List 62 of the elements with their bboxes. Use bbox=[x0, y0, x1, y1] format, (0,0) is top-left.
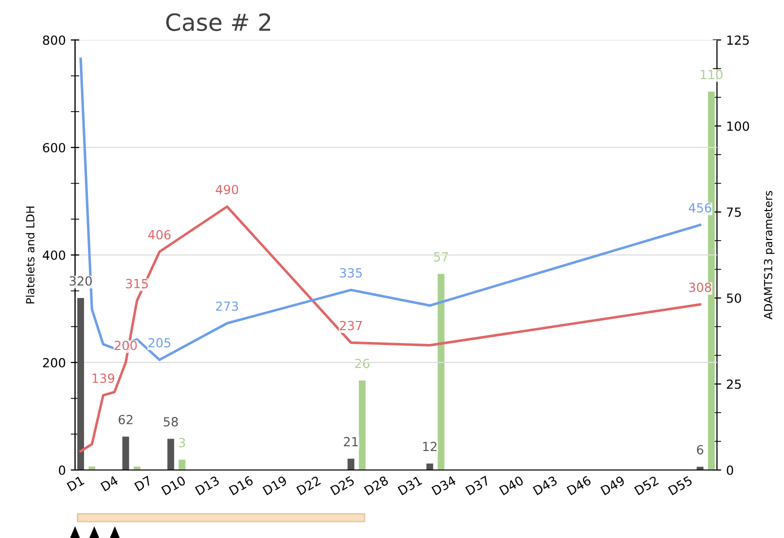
y-axis-title: Platelets and LDH bbox=[26, 206, 34, 304]
data-label: 237 bbox=[340, 320, 362, 330]
x-tick-label: D37 bbox=[465, 476, 490, 496]
bar bbox=[178, 460, 186, 470]
y-tick-label: 600 bbox=[43, 142, 66, 152]
data-label: 139 bbox=[92, 374, 114, 383]
y2-tick-label: 100 bbox=[727, 121, 750, 131]
data-label: 406 bbox=[148, 230, 171, 240]
x-tick-label: D46 bbox=[566, 475, 592, 496]
x-tick-label: D16 bbox=[228, 475, 254, 496]
data-label: 62 bbox=[118, 414, 132, 424]
bar bbox=[167, 438, 174, 470]
y2-tick-label: 0 bbox=[726, 465, 734, 475]
bar bbox=[134, 466, 140, 470]
data-label: 200 bbox=[114, 340, 137, 350]
bar bbox=[438, 274, 444, 470]
x-tick-label: D31 bbox=[398, 476, 422, 496]
x-tick-label: D22 bbox=[296, 476, 321, 496]
y-tick-label: 800 bbox=[42, 35, 66, 45]
x-tick-label: D40 bbox=[498, 475, 524, 496]
data-label: 58 bbox=[164, 417, 178, 426]
x-tick-label: D1 bbox=[66, 476, 84, 492]
y-tick-label: 0 bbox=[58, 465, 66, 475]
bar bbox=[426, 464, 434, 470]
data-label: 273 bbox=[216, 301, 238, 311]
data-label: 21 bbox=[344, 436, 358, 446]
data-label: 3 bbox=[178, 438, 185, 448]
data-label: 456 bbox=[688, 203, 712, 213]
data-label: 205 bbox=[148, 338, 170, 348]
x-tick-label: D10 bbox=[161, 475, 186, 496]
x-tick-label: D13 bbox=[194, 476, 220, 496]
y-tick-label: 400 bbox=[42, 250, 66, 260]
data-label: 490 bbox=[216, 184, 238, 194]
x-tick-label: D43 bbox=[532, 476, 558, 496]
bar bbox=[348, 458, 354, 470]
data-label: 110 bbox=[700, 70, 722, 80]
chart-title: Case # 2 bbox=[166, 13, 270, 32]
data-label: 308 bbox=[689, 282, 712, 292]
x-tick-label: D34 bbox=[431, 475, 457, 496]
bar bbox=[122, 436, 130, 470]
data-label: 335 bbox=[340, 268, 362, 278]
data-label: 315 bbox=[126, 278, 148, 288]
x-tick-label: D19 bbox=[262, 475, 288, 496]
bar bbox=[88, 466, 96, 470]
x-tick-label: D25 bbox=[330, 476, 355, 496]
y2-tick-label: 25 bbox=[726, 379, 741, 389]
bar bbox=[77, 298, 84, 470]
data-label: 6 bbox=[696, 444, 704, 454]
x-tick-label: D4 bbox=[100, 476, 119, 492]
data-label: 12 bbox=[423, 442, 436, 452]
y-tick-label: 200 bbox=[43, 358, 66, 368]
x-tick-label: D55 bbox=[668, 476, 693, 496]
y2-tick-label: 75 bbox=[727, 208, 741, 217]
x-tick-label: D49 bbox=[600, 475, 626, 496]
y2-tick-label: 125 bbox=[727, 35, 749, 45]
x-tick-label: D28 bbox=[364, 475, 389, 496]
x-tick-label: D52 bbox=[634, 476, 659, 496]
x-tick-label: D7 bbox=[134, 476, 152, 492]
data-label: 320 bbox=[70, 276, 92, 286]
y2-axis-title: ADAMTS13 parameters bbox=[764, 190, 774, 320]
y2-tick-label: 50 bbox=[726, 293, 742, 303]
bar bbox=[358, 380, 366, 470]
